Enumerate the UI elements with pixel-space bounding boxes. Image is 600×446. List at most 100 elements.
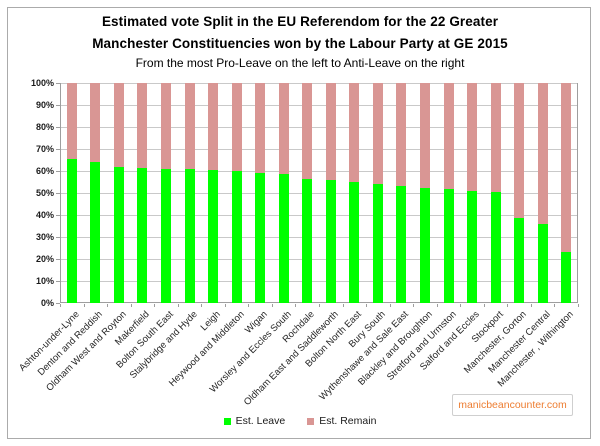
y-axis-tick-60 [56, 171, 60, 172]
y-axis-tick-10 [56, 281, 60, 282]
legend-label-remain: Est. Remain [319, 415, 377, 427]
bar-remain-11 [326, 83, 336, 180]
x-axis-tick-7 [225, 304, 226, 307]
bar-leave-0 [67, 158, 77, 303]
bar-remain-5 [185, 83, 195, 169]
bar-remain-7 [232, 83, 242, 171]
x-axis-tick-8 [248, 304, 249, 307]
x-axis-tick-17 [460, 304, 461, 307]
bar-remain-14 [396, 83, 406, 187]
bar-leave-11 [326, 179, 336, 303]
y-axis-tick-50 [56, 193, 60, 194]
bar-leave-7 [232, 171, 242, 303]
bar-remain-6 [208, 83, 218, 170]
bar-remain-17 [467, 83, 477, 191]
x-axis-tick-19 [507, 304, 508, 307]
x-axis-tick-20 [531, 304, 532, 307]
legend-swatch-leave-icon [223, 417, 231, 425]
bar-remain-21 [561, 83, 571, 253]
y-axis-label-20: 20% [35, 254, 54, 264]
bar-remain-2 [114, 83, 124, 167]
y-axis-tick-30 [56, 237, 60, 238]
bar-leave-20 [538, 223, 548, 303]
gridline-90 [60, 105, 578, 106]
x-axis-tick-16 [437, 304, 438, 307]
x-axis-tick-18 [484, 304, 485, 307]
bar-leave-8 [255, 173, 265, 303]
bar-leave-3 [137, 167, 147, 303]
gridline-70 [60, 149, 578, 150]
bar-remain-15 [420, 83, 430, 188]
bar-leave-10 [302, 178, 312, 303]
bar-remain-19 [514, 83, 524, 219]
y-axis-label-30: 30% [35, 232, 54, 242]
gridline-40 [60, 215, 578, 216]
x-axis-tick-13 [366, 304, 367, 307]
gridline-80 [60, 127, 578, 128]
x-axis-tick-2 [107, 304, 108, 307]
plot-area [60, 83, 578, 303]
bar-leave-1 [90, 162, 100, 303]
y-axis-label-0: 0% [40, 298, 54, 308]
bar-leave-13 [373, 184, 383, 303]
bar-remain-13 [373, 83, 383, 185]
x-axis-tick-1 [84, 304, 85, 307]
x-axis-tick-22 [578, 304, 579, 307]
y-axis-tick-100 [56, 83, 60, 84]
watermark-link[interactable]: manicbeancounter.com [452, 394, 573, 416]
bar-leave-2 [114, 166, 124, 303]
bar-remain-12 [349, 83, 359, 182]
x-axis-tick-14 [390, 304, 391, 307]
bar-remain-16 [444, 83, 454, 189]
chart-subtitle: From the most Pro-Leave on the left to A… [135, 56, 465, 70]
bar-leave-18 [491, 191, 501, 303]
bar-remain-8 [255, 83, 265, 174]
x-axis-tick-12 [343, 304, 344, 307]
y-axis-label-60: 60% [35, 166, 54, 176]
y-axis-label-40: 40% [35, 210, 54, 220]
gridline-10 [60, 281, 578, 282]
y-axis-label-100: 100% [30, 78, 54, 88]
bar-remain-1 [90, 83, 100, 163]
bar-leave-6 [208, 169, 218, 303]
bar-remain-20 [538, 83, 548, 224]
x-axis-tick-21 [554, 304, 555, 307]
bar-leave-12 [349, 182, 359, 303]
gridline-100 [60, 83, 578, 84]
title-block: Estimated vote Split in the EU Referendo… [0, 11, 600, 71]
y-axis-label-70: 70% [35, 144, 54, 154]
bar-remain-9 [279, 83, 289, 175]
y-axis-tick-20 [56, 259, 60, 260]
x-axis-tick-11 [319, 304, 320, 307]
y-axis-label-50: 50% [35, 188, 54, 198]
bar-remain-3 [137, 83, 147, 168]
legend-item-remain: Est. Remain [307, 415, 376, 427]
legend-label-leave: Est. Leave [235, 415, 286, 427]
bar-leave-15 [420, 187, 430, 303]
bar-leave-17 [467, 190, 477, 303]
x-axis-tick-10 [295, 304, 296, 307]
y-axis-tick-80 [56, 127, 60, 128]
x-axis-tick-5 [178, 304, 179, 307]
gridline-20 [60, 259, 578, 260]
chart-title-line1: Estimated vote Split in the EU Referendo… [101, 14, 499, 29]
x-axis-tick-9 [272, 304, 273, 307]
bar-leave-14 [396, 186, 406, 303]
bar-leave-4 [161, 168, 171, 303]
bar-remain-0 [67, 83, 77, 159]
x-axis-tick-4 [154, 304, 155, 307]
gridline-60 [60, 171, 578, 172]
gridline-30 [60, 237, 578, 238]
chart-title-line2: Manchester Constituencies won by the Lab… [92, 36, 508, 51]
y-axis-tick-40 [56, 215, 60, 216]
legend-swatch-remain-icon [307, 417, 315, 425]
x-axis-tick-15 [413, 304, 414, 307]
y-axis-label-10: 10% [35, 276, 54, 286]
bar-remain-18 [491, 83, 501, 192]
y-axis-tick-90 [56, 105, 60, 106]
bar-leave-9 [279, 174, 289, 303]
legend-item-leave: Est. Leave [223, 415, 286, 427]
bar-leave-5 [185, 168, 195, 303]
